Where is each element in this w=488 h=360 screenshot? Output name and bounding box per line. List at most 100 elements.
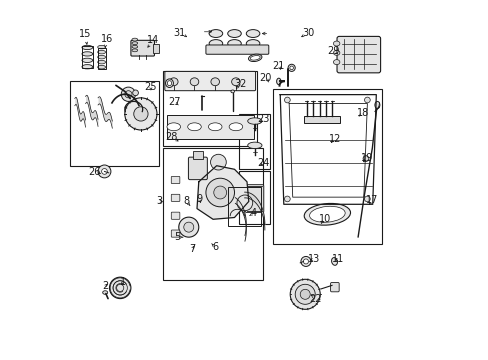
Ellipse shape (331, 257, 337, 265)
Ellipse shape (169, 78, 178, 86)
Bar (272, 89, 381, 244)
Ellipse shape (227, 40, 241, 48)
Circle shape (213, 186, 226, 199)
FancyBboxPatch shape (171, 176, 180, 184)
Bar (166, 115, 253, 139)
Circle shape (134, 107, 148, 121)
FancyBboxPatch shape (131, 40, 154, 56)
Bar (239, 113, 270, 169)
Text: 26: 26 (88, 167, 101, 177)
Circle shape (179, 217, 198, 237)
Ellipse shape (102, 291, 107, 294)
Ellipse shape (166, 123, 180, 131)
Circle shape (132, 90, 138, 96)
Text: 29: 29 (326, 46, 339, 56)
Circle shape (364, 97, 369, 103)
Ellipse shape (190, 78, 198, 86)
Text: 7: 7 (188, 244, 195, 254)
Circle shape (124, 98, 157, 130)
Ellipse shape (227, 30, 241, 37)
Bar (163, 71, 257, 146)
Circle shape (284, 196, 290, 202)
Text: 15: 15 (79, 28, 92, 39)
Text: 30: 30 (302, 28, 314, 38)
Text: 8: 8 (183, 197, 189, 206)
Ellipse shape (333, 41, 339, 46)
Circle shape (284, 97, 290, 103)
Ellipse shape (276, 78, 281, 85)
Bar (303, 116, 339, 123)
Text: 9: 9 (196, 194, 202, 203)
Ellipse shape (209, 30, 222, 37)
Text: 19: 19 (361, 153, 373, 163)
Text: 31: 31 (173, 28, 185, 38)
Text: 22: 22 (309, 294, 322, 303)
Ellipse shape (98, 60, 105, 64)
FancyBboxPatch shape (330, 283, 339, 292)
Circle shape (205, 178, 234, 207)
FancyBboxPatch shape (205, 45, 268, 54)
Bar (98, 48, 105, 68)
Circle shape (300, 289, 309, 299)
Ellipse shape (132, 38, 138, 41)
Circle shape (98, 165, 111, 178)
Bar (239, 171, 270, 224)
Circle shape (109, 277, 131, 298)
Text: 14: 14 (147, 35, 159, 45)
Ellipse shape (247, 142, 262, 149)
Ellipse shape (333, 60, 339, 64)
Ellipse shape (309, 206, 345, 222)
Text: 1: 1 (120, 277, 126, 287)
Circle shape (364, 196, 369, 202)
Text: 5: 5 (174, 232, 181, 242)
Ellipse shape (132, 42, 138, 45)
Ellipse shape (250, 55, 260, 60)
Text: 18: 18 (356, 108, 368, 118)
Text: 16: 16 (101, 34, 113, 44)
Text: 4: 4 (250, 208, 256, 218)
Circle shape (121, 87, 135, 102)
Ellipse shape (248, 54, 262, 62)
Bar (228, 187, 261, 226)
Text: 13: 13 (307, 254, 319, 264)
Ellipse shape (98, 55, 105, 59)
Circle shape (102, 168, 107, 174)
Ellipse shape (98, 50, 105, 54)
Bar (82, 46, 93, 68)
Ellipse shape (210, 78, 219, 86)
Ellipse shape (246, 40, 259, 48)
FancyBboxPatch shape (244, 185, 263, 212)
Text: 12: 12 (328, 134, 341, 144)
Ellipse shape (82, 58, 93, 63)
FancyBboxPatch shape (164, 71, 255, 91)
Ellipse shape (209, 40, 222, 48)
Circle shape (290, 279, 320, 309)
FancyBboxPatch shape (188, 157, 207, 180)
Ellipse shape (165, 79, 173, 87)
Circle shape (300, 256, 310, 266)
Text: 24: 24 (256, 158, 269, 168)
Ellipse shape (82, 64, 93, 69)
Circle shape (295, 284, 315, 304)
FancyBboxPatch shape (336, 36, 380, 73)
Text: 20: 20 (259, 73, 271, 83)
Bar (152, 44, 159, 53)
Bar (193, 152, 203, 158)
Text: 23: 23 (256, 114, 269, 124)
Text: 25: 25 (144, 82, 157, 92)
Circle shape (289, 66, 293, 69)
Text: 10: 10 (319, 214, 331, 224)
Ellipse shape (82, 52, 93, 56)
Ellipse shape (82, 45, 93, 50)
Ellipse shape (98, 65, 105, 69)
FancyBboxPatch shape (171, 230, 180, 237)
Text: 17: 17 (366, 195, 378, 205)
Ellipse shape (247, 118, 262, 124)
Text: 21: 21 (272, 61, 285, 71)
Ellipse shape (98, 45, 105, 49)
Text: 28: 28 (165, 132, 178, 142)
FancyBboxPatch shape (171, 212, 180, 219)
Circle shape (210, 154, 226, 170)
Ellipse shape (374, 102, 379, 109)
Circle shape (287, 64, 295, 71)
